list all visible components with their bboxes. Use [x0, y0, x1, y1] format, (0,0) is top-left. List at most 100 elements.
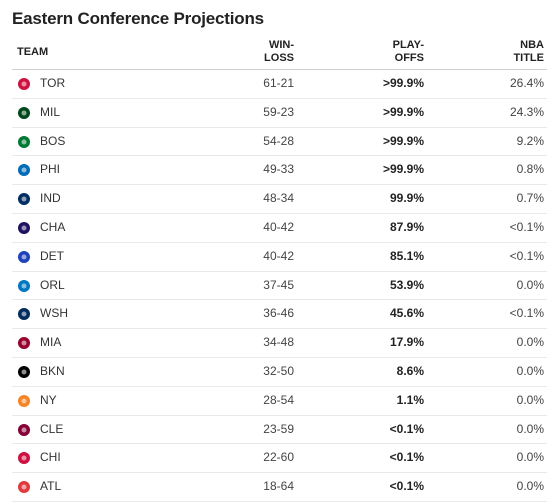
playoff-odds: >99.9% [382, 76, 424, 90]
title-odds: 0.0% [516, 392, 544, 407]
win-loss-record: 48-34 [263, 191, 294, 206]
header-nba-title: NBA TITLE [513, 39, 544, 65]
win-loss-record: 49-33 [263, 162, 294, 177]
title-odds: 24.3% [509, 104, 544, 119]
heat-logo-icon [18, 337, 30, 350]
nets-logo-icon [18, 365, 30, 378]
table-row[interactable]: WSH 36-46 45.6% <0.1% [12, 300, 547, 330]
header-nba-title-line2: TITLE [513, 52, 544, 64]
pistons-logo-icon [18, 250, 30, 263]
win-loss-record: 32-50 [263, 363, 294, 378]
playoff-odds: <0.1% [389, 421, 424, 436]
title-odds: 0.0% [516, 277, 544, 292]
title-odds: <0.1% [509, 248, 544, 263]
cavaliers-logo-icon [18, 423, 30, 436]
table-row[interactable]: IND 48-34 99.9% 0.7% [12, 185, 547, 214]
table-row[interactable]: BOS 54-28 >99.9% 9.2% [12, 128, 547, 157]
header-win-loss-line2: LOSS [264, 52, 294, 64]
playoff-odds: 85.1% [389, 248, 424, 263]
team-abbr: MIA [40, 335, 62, 350]
76ers-logo-icon [18, 164, 30, 177]
win-loss-record: 61-21 [263, 76, 294, 90]
title-odds: 0.0% [516, 363, 544, 378]
raptors-logo-icon [18, 78, 30, 90]
team-abbr: CLE [40, 421, 64, 436]
table-row[interactable]: MIA 34-48 17.9% 0.0% [12, 329, 547, 358]
playoff-odds: 99.9% [389, 191, 424, 206]
win-loss-record: 36-46 [263, 306, 294, 321]
hawks-logo-icon [18, 481, 30, 494]
header-playoffs: PLAY- OFFS [393, 39, 424, 65]
win-loss-record: 40-42 [263, 248, 294, 263]
team-abbr: DET [40, 248, 64, 263]
table-row[interactable]: CLE 23-59 <0.1% 0.0% [12, 416, 547, 445]
title-odds: 0.7% [516, 191, 544, 206]
header-playoffs-line1: PLAY- [392, 39, 424, 51]
playoff-odds: 53.9% [389, 277, 424, 292]
win-loss-record: 34-48 [263, 335, 294, 350]
title-odds: <0.1% [509, 306, 544, 321]
header-playoffs-line2: OFFS [394, 52, 424, 64]
bulls-logo-icon [18, 452, 30, 465]
bucks-logo-icon [18, 106, 30, 119]
win-loss-record: 59-23 [263, 104, 294, 119]
title-odds: 0.0% [516, 450, 544, 465]
header-team: TEAM [17, 46, 49, 58]
win-loss-record: 40-42 [263, 219, 294, 234]
header-win-loss-line1: WIN- [268, 39, 294, 51]
win-loss-record: 37-45 [263, 277, 294, 292]
team-abbr: PHI [40, 162, 61, 177]
table-row[interactable]: TOR 61-21 >99.9% 26.4% [12, 70, 547, 99]
win-loss-record: 28-54 [263, 392, 294, 407]
team-abbr: NY [40, 392, 57, 407]
title-odds: 0.0% [516, 335, 544, 350]
team-abbr: BOS [40, 133, 66, 148]
team-abbr: ORL [40, 277, 65, 292]
team-abbr: IND [40, 191, 61, 206]
playoff-odds: 45.6% [389, 306, 424, 321]
playoff-odds: >99.9% [382, 133, 424, 148]
title-odds: 0.0% [516, 421, 544, 436]
title-odds: 0.8% [516, 162, 544, 177]
playoff-odds: >99.9% [382, 162, 424, 177]
playoff-odds: 17.9% [389, 335, 424, 350]
win-loss-record: 54-28 [263, 133, 294, 148]
hornets-logo-icon [18, 221, 30, 234]
table-row[interactable]: CHA 40-42 87.9% <0.1% [12, 214, 547, 243]
knicks-logo-icon [18, 394, 30, 407]
table-row[interactable]: BKN 32-50 8.6% 0.0% [12, 358, 547, 387]
win-loss-record: 23-59 [263, 421, 294, 436]
table-row[interactable]: DET 40-42 85.1% <0.1% [12, 243, 547, 272]
win-loss-record: 22-60 [263, 450, 294, 465]
table-row[interactable]: ORL 37-45 53.9% 0.0% [12, 272, 547, 301]
table-row[interactable]: NY 28-54 1.1% 0.0% [12, 387, 547, 416]
celtics-logo-icon [18, 135, 30, 148]
title-odds: <0.1% [509, 219, 544, 234]
team-abbr: BKN [40, 363, 65, 378]
table-row[interactable]: PHI 49-33 >99.9% 0.8% [12, 156, 547, 186]
team-abbr: WSH [40, 306, 68, 321]
team-abbr: MIL [40, 104, 61, 119]
team-abbr: TOR [40, 76, 66, 90]
team-abbr: ATL [40, 479, 62, 494]
win-loss-record: 18-64 [263, 479, 294, 494]
playoff-odds: >99.9% [382, 104, 424, 119]
table-row[interactable]: MIL 59-23 >99.9% 24.3% [12, 99, 547, 128]
header-win-loss: WIN- LOSS [264, 39, 294, 65]
magic-logo-icon [18, 279, 30, 292]
playoff-odds: 87.9% [389, 219, 424, 234]
table-row[interactable]: ATL 18-64 <0.1% 0.0% [12, 473, 547, 502]
playoff-odds: 8.6% [396, 363, 424, 378]
header-nba-title-line1: NBA [520, 39, 544, 51]
title-odds: 0.0% [516, 479, 544, 494]
playoff-odds: 1.1% [396, 392, 424, 407]
team-abbr: CHA [40, 219, 66, 234]
pacers-logo-icon [18, 193, 30, 206]
title-odds: 26.4% [509, 76, 544, 90]
projections-widget: Eastern Conference Projections TEAM WIN-… [12, 9, 547, 502]
playoff-odds: <0.1% [389, 450, 424, 465]
playoff-odds: <0.1% [389, 479, 424, 494]
table-row[interactable]: CHI 22-60 <0.1% 0.0% [12, 444, 547, 474]
title-odds: 9.2% [516, 133, 544, 148]
page-title: Eastern Conference Projections [12, 9, 264, 28]
